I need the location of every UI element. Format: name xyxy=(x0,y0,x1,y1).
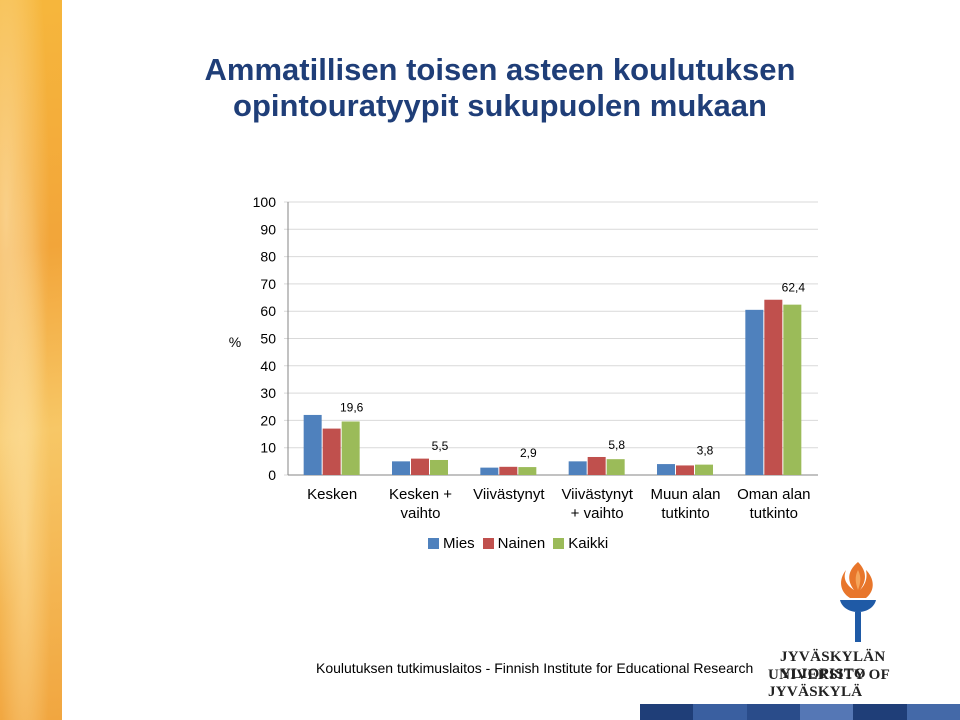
legend-swatch xyxy=(553,538,565,549)
category-label: Viivästynyt xyxy=(561,486,633,503)
bar-mies xyxy=(568,461,587,475)
torch-icon xyxy=(828,560,888,655)
category-label: vaihto xyxy=(400,505,440,522)
category-label: Viivästynyt xyxy=(473,486,545,503)
decorative-bottom-strip xyxy=(640,704,960,720)
data-label: 62,4 xyxy=(782,281,806,295)
y-tick-label: 70 xyxy=(260,276,276,292)
title-line-1: Ammatillisen toisen asteen koulutuksen xyxy=(204,52,796,87)
category-label: Oman alan xyxy=(737,486,810,503)
page-title: Ammatillisen toisen asteen koulutuksen o… xyxy=(150,52,850,124)
data-label: 5,8 xyxy=(608,438,625,452)
legend-swatch xyxy=(428,538,439,549)
bar-kaikki xyxy=(518,467,537,475)
bar-nainen xyxy=(676,465,694,475)
title-line-2: opintouratyypit sukupuolen mukaan xyxy=(233,88,767,123)
footer-text: Koulutuksen tutkimuslaitos - Finnish Ins… xyxy=(316,660,754,676)
bar-kaikki xyxy=(606,459,625,475)
bar-kaikki xyxy=(430,459,448,475)
bar-kaikki xyxy=(783,304,802,475)
y-tick-label: 10 xyxy=(260,440,276,456)
y-tick-label: 60 xyxy=(260,303,276,319)
bar-nainen xyxy=(587,456,606,475)
legend-item-mies: Mies xyxy=(428,535,475,552)
decorative-left-stripe xyxy=(0,0,62,720)
bar-mies xyxy=(745,309,764,475)
data-label: 19,6 xyxy=(340,400,364,414)
bar-mies xyxy=(303,414,322,475)
bar-mies xyxy=(392,461,410,475)
legend-item-nainen: Nainen xyxy=(482,535,546,552)
bar-mies xyxy=(480,467,499,475)
university-name-en: UNIVERSITY OF JYVÄSKYLÄ xyxy=(768,667,890,700)
bar-mies xyxy=(657,464,675,475)
y-tick-label: 90 xyxy=(260,221,276,237)
legend-label: Kaikki xyxy=(568,535,609,552)
bar-kaikki xyxy=(695,464,713,475)
category-label: tutkinto xyxy=(661,505,709,522)
y-tick-label: 20 xyxy=(260,412,276,428)
data-label: 5,5 xyxy=(432,439,449,453)
bar-kaikki xyxy=(341,421,360,475)
bar-nainen xyxy=(322,428,341,475)
y-tick-label: 30 xyxy=(260,385,276,401)
data-label: 2,9 xyxy=(520,446,537,460)
chart-legend: Mies Nainen Kaikki xyxy=(428,535,616,552)
category-label: Muun alan xyxy=(650,486,720,503)
y-tick-label: 100 xyxy=(253,194,277,210)
bar-nainen xyxy=(499,466,518,475)
y-tick-label: 50 xyxy=(260,331,276,347)
y-axis-label: % xyxy=(229,334,241,350)
category-label: Kesken + xyxy=(389,486,452,503)
bar-nainen xyxy=(764,299,783,475)
y-tick-label: 80 xyxy=(260,249,276,265)
bar-nainen xyxy=(411,458,429,475)
y-tick-label: 40 xyxy=(260,358,276,374)
university-name-fi: JYVÄSKYLÄN YLIOPISTO xyxy=(780,649,886,682)
category-label: + vaihto xyxy=(571,505,624,522)
legend-label: Mies xyxy=(443,535,475,552)
legend-swatch xyxy=(482,538,494,549)
data-label: 3,8 xyxy=(697,444,714,458)
legend-item-kaikki: Kaikki xyxy=(553,535,608,552)
legend-label: Nainen xyxy=(497,535,546,552)
category-label: tutkinto xyxy=(750,505,798,522)
category-label: Kesken xyxy=(307,486,357,503)
y-tick-label: 0 xyxy=(268,467,276,483)
